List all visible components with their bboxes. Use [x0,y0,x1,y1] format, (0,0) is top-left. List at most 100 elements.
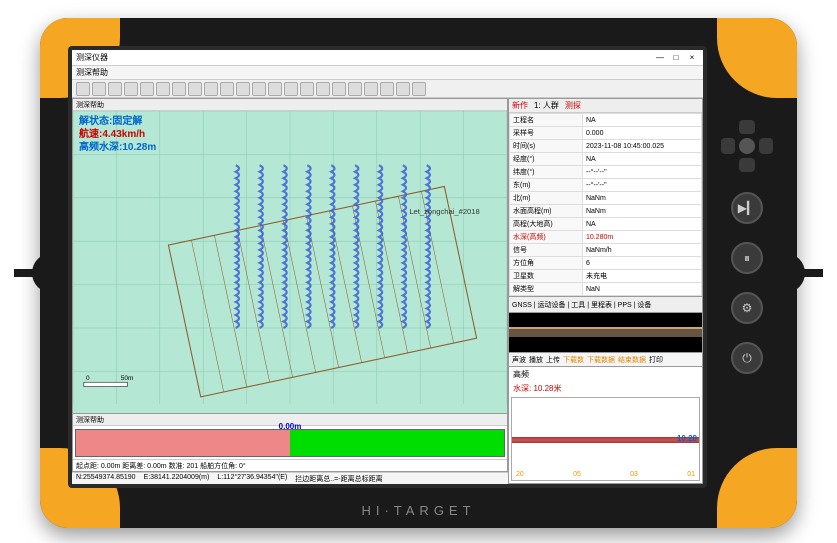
prop-value: 10.280m [582,231,701,244]
prop-key: 解类型 [510,283,583,296]
sonar-btn[interactable]: 结束数据 [618,355,646,365]
toolbar-button[interactable] [252,82,266,96]
property-row: 卫星数未充电 [510,270,702,283]
pause-button[interactable]: ⏸ [731,242,763,274]
prop-key: 高程(大地高) [510,218,583,231]
depth-value-label: 10.28 [677,434,697,443]
right-column: 新作 1: 人群 测探 工程名NA采样号0.000时间(s)2023-11-08… [508,98,703,484]
prop-value: --°--'--" [582,179,701,192]
prop-key: 时间(s) [510,140,583,153]
props-tab-b[interactable]: 1: 人群 [534,100,559,111]
toolbar-button[interactable] [188,82,202,96]
map-pane[interactable]: 测深帮助 Let_zongchai_#2018050m 解状态:固定解 航速:4… [72,98,508,414]
toolbar-button[interactable] [76,82,90,96]
sonar-echogram[interactable] [509,313,703,353]
property-row: 纬度(°)--°--'--" [510,166,702,179]
left-column: 测深帮助 Let_zongchai_#2018050m 解状态:固定解 航速:4… [72,98,508,484]
dpad[interactable] [719,118,775,174]
ruler-footer: 起点距: 0.00m 距离差: 0.00m 数准: 201 船舶方位角: 0° [73,459,507,471]
statusbar: N:25549374.85190 E:38141.2204009(m) L:11… [72,472,508,484]
titlebar: 测深仪器 — □ × [72,50,703,66]
dpad-center[interactable] [739,138,755,154]
sonar-btn[interactable]: 声波 [512,355,526,365]
offset-ruler-pane: 测深帮助 0.00m 起点距: 0.00m 距离差: 0.00m 数准: 201… [72,414,508,472]
hardware-buttons: ▶▎ ⏸ ⚙ ⏻ [719,118,775,374]
properties-header: 新作 1: 人群 测探 [509,99,702,113]
prop-value: NaN [582,283,701,296]
power-button[interactable]: ⏻ [731,342,763,374]
props-tab-a[interactable]: 新作 [512,100,528,111]
device-tabs[interactable]: GNSS | 运动设备 | 工具 | 里程表 | PPS | 设备 [509,297,703,313]
properties-table: 工程名NA采样号0.000时间(s)2023-11-08 10:45:00.02… [509,113,702,296]
property-row: 东(m)--°--'--" [510,179,702,192]
chart-tick: 03 [630,471,638,478]
properties-pane: 新作 1: 人群 测探 工程名NA采样号0.000时间(s)2023-11-08… [509,98,703,297]
toolbar-button[interactable] [316,82,330,96]
sonar-btn[interactable]: 下载数 [563,355,584,365]
toolbar-button[interactable] [348,82,362,96]
corner [717,448,797,528]
property-row: 时间(s)2023-11-08 10:45:00.025 [510,140,702,153]
dpad-right[interactable] [759,138,773,154]
settings-button[interactable]: ⚙ [731,292,763,324]
toolbar-button[interactable] [300,82,314,96]
sonar-btn[interactable]: 下载数据 [587,355,615,365]
depth-chart[interactable]: 10.28 20050301 [511,397,700,481]
toolbar-button[interactable] [268,82,282,96]
chart-ticks: 20050301 [516,471,695,478]
app-window: 测深仪器 — □ × 测深帮助 测深帮助 Let_zongchai_#20180… [72,50,703,484]
toolbar [72,80,703,98]
play-button[interactable]: ▶▎ [731,192,763,224]
svg-text:50m: 50m [121,375,134,382]
toolbar-button[interactable] [220,82,234,96]
prop-value: 未充电 [582,270,701,283]
speed-status: 航速:4.43km/h [79,128,156,141]
chart-subtitle: 水深: 10.28米 [509,382,702,395]
property-row: 经度(°)NA [510,153,702,166]
solution-status: 解状态:固定解 [79,115,156,128]
toolbar-button[interactable] [172,82,186,96]
toolbar-button[interactable] [284,82,298,96]
dpad-down[interactable] [739,158,755,172]
property-row: 高程(大地高)NA [510,218,702,231]
svg-text:Let_zongchai_#2018: Let_zongchai_#2018 [409,207,479,216]
toolbar-button[interactable] [380,82,394,96]
toolbar-button[interactable] [412,82,426,96]
property-row: 水深(高频)10.280m [510,231,702,244]
sonar-btn[interactable]: 播放 [529,355,543,365]
toolbar-button[interactable] [396,82,410,96]
sonar-btn[interactable]: 打印 [649,355,663,365]
prop-value: --°--'--" [582,166,701,179]
corner [717,18,797,98]
dpad-up[interactable] [739,120,755,134]
ruler-left [76,430,290,456]
toolbar-button[interactable] [332,82,346,96]
dpad-left[interactable] [721,138,735,154]
toolbar-button[interactable] [156,82,170,96]
property-row: 信号NaNm/h [510,244,702,257]
close-button[interactable]: × [685,53,699,63]
props-tab-c[interactable]: 测探 [565,100,581,111]
toolbar-button[interactable] [124,82,138,96]
property-row: 北(m)NaNm [510,192,702,205]
ruler-body: 0.00m [73,426,507,459]
status-northing: N:25549374.85190 [76,474,136,483]
sonar-controls: 声波 播放 上传 下载数 下载数据 结束数据 打印 [509,353,703,367]
toolbar-button[interactable] [92,82,106,96]
toolbar-button[interactable] [236,82,250,96]
toolbar-button[interactable] [364,82,378,96]
sonar-btn[interactable]: 上传 [546,355,560,365]
ruler-center-value: 0.00m [279,422,302,431]
offset-ruler[interactable]: 0.00m [75,429,505,457]
survey-map[interactable]: Let_zongchai_#2018050m [73,111,507,404]
minimize-button[interactable]: — [653,53,667,63]
menu-item[interactable]: 测深帮助 [76,67,108,78]
device-brand: HI·TARGET [361,503,475,518]
menubar[interactable]: 测深帮助 [72,66,703,80]
map-header: 测深帮助 [73,99,507,111]
toolbar-button[interactable] [140,82,154,96]
toolbar-button[interactable] [204,82,218,96]
prop-value: 0.000 [582,127,701,140]
maximize-button[interactable]: □ [669,53,683,63]
toolbar-button[interactable] [108,82,122,96]
